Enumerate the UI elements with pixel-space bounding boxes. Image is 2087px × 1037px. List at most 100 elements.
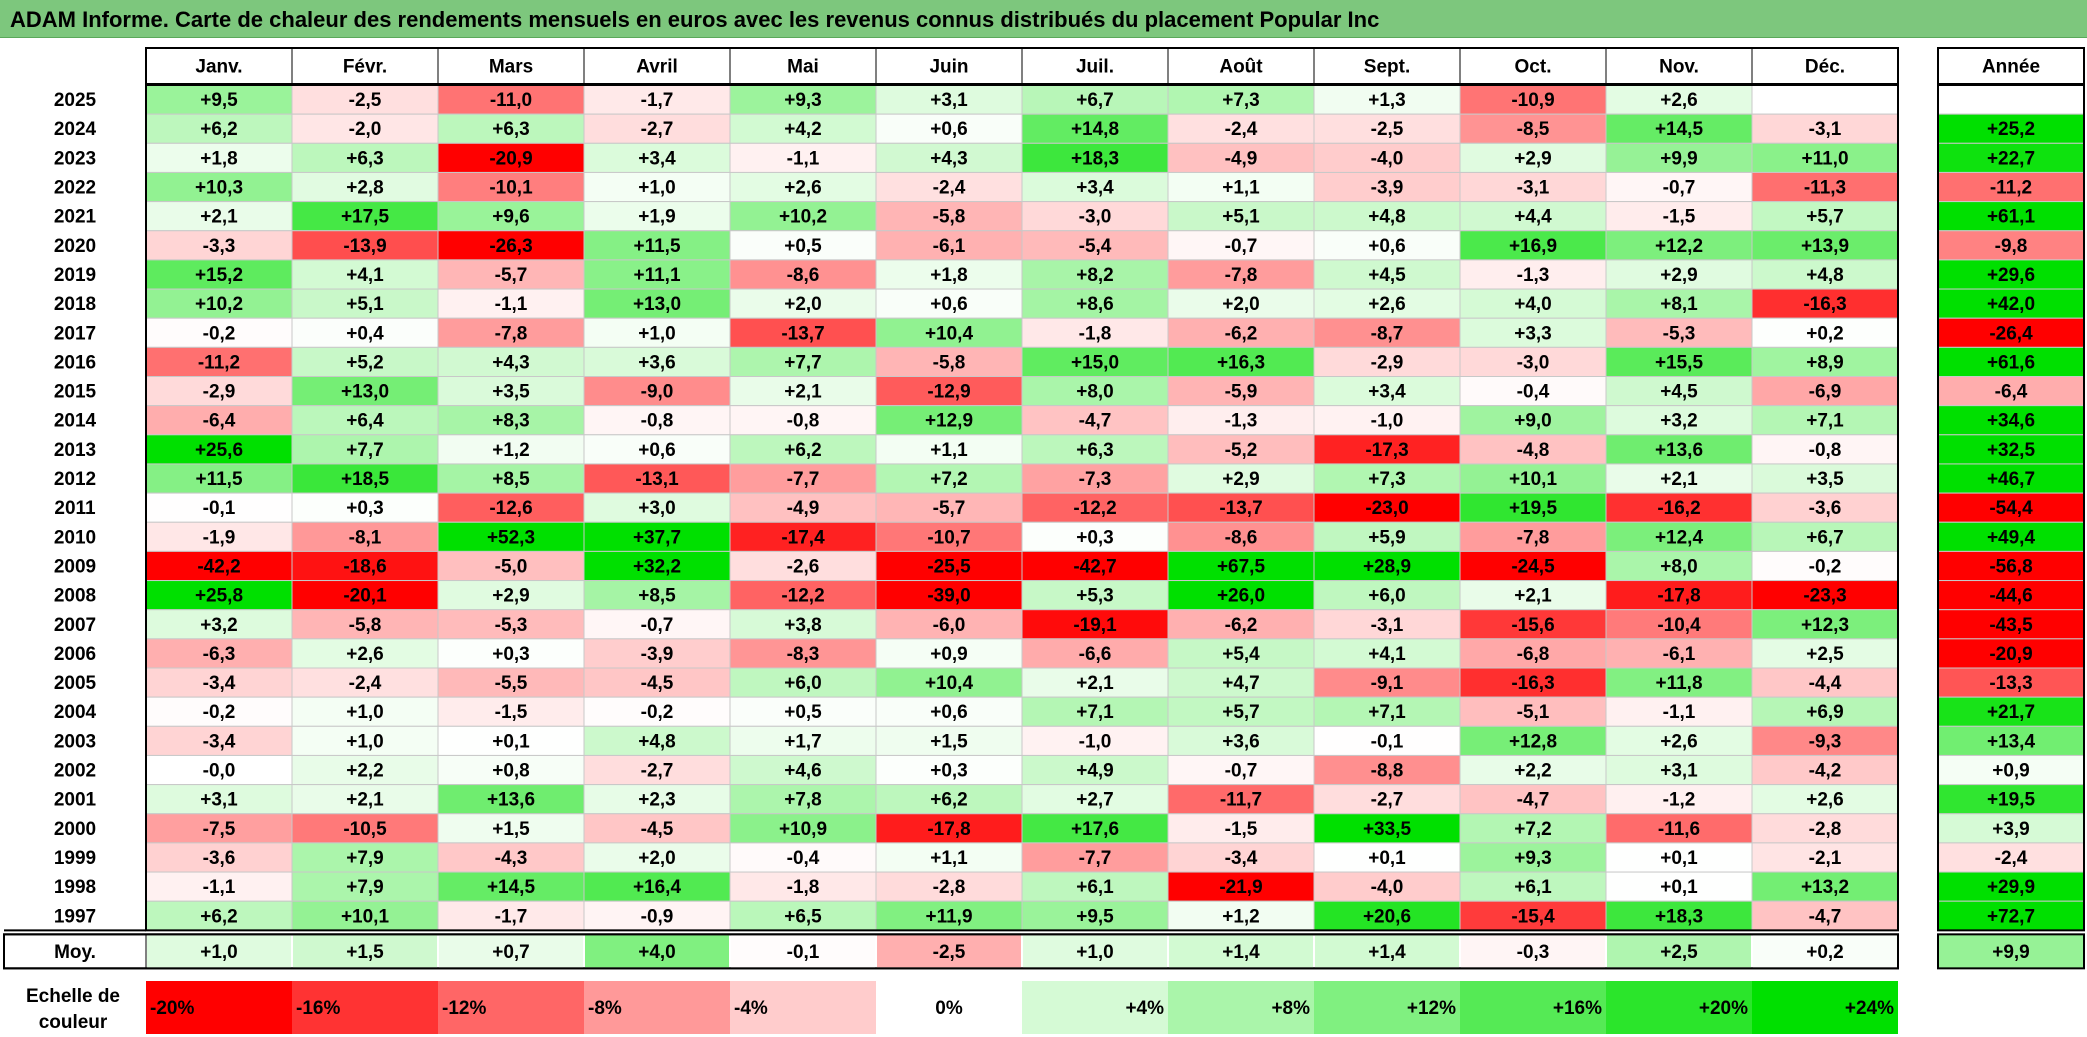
annual-value: +0,9 xyxy=(1992,761,2030,782)
cell-value: +8,6 xyxy=(1076,294,1114,315)
cell-value: +6,2 xyxy=(200,119,238,140)
year-label: 2015 xyxy=(54,382,97,403)
heatmap-cell xyxy=(291,754,439,786)
cell-value: -16,2 xyxy=(1657,498,1700,519)
cell-value: -12,2 xyxy=(781,586,824,607)
year-label: 2019 xyxy=(54,265,96,286)
year-label: 2021 xyxy=(54,207,97,228)
cell-value: +3,5 xyxy=(1806,469,1844,490)
cell-value: -5,5 xyxy=(495,673,528,694)
cell-value: +18,3 xyxy=(1655,906,1703,927)
cell-value: +13,2 xyxy=(1801,877,1849,898)
cell-value: -1,5 xyxy=(1663,207,1696,228)
cell-value: -13,7 xyxy=(1219,498,1262,519)
cell-value: +2,9 xyxy=(1660,265,1698,286)
cell-value: -9,3 xyxy=(1809,731,1842,752)
annual-value: +22,7 xyxy=(1987,148,2035,169)
cell-value: -12,2 xyxy=(1073,498,1116,519)
heatmap-cell xyxy=(583,113,731,144)
heatmap-cell xyxy=(583,230,731,261)
cell-value: +6,2 xyxy=(784,440,822,461)
color-scale-stop: -20% xyxy=(150,998,194,1019)
heatmap-cell xyxy=(291,113,439,144)
heatmap-cell xyxy=(1751,521,1899,552)
heatmap-cell xyxy=(437,201,585,232)
cell-value: -2,0 xyxy=(349,119,382,140)
cell-value: +13,0 xyxy=(633,294,681,315)
cell-value: -6,3 xyxy=(203,644,236,665)
cell-value: +1,8 xyxy=(200,148,238,169)
color-scale-swatch xyxy=(584,981,730,1034)
heatmap-cell xyxy=(1605,317,1753,348)
cell-value: +3,2 xyxy=(1660,411,1698,432)
cell-value: -5,1 xyxy=(1517,702,1550,723)
cell-value: -0,2 xyxy=(1809,556,1842,577)
cell-value: +8,1 xyxy=(1660,294,1698,315)
heatmap-cell xyxy=(291,492,439,523)
cell-value: -10,5 xyxy=(343,819,387,840)
year-label: 2025 xyxy=(54,90,97,111)
cell-value: +4,2 xyxy=(784,119,822,140)
heatmap-cell xyxy=(291,434,439,465)
heatmap-cell xyxy=(875,813,1023,844)
cell-value: +0,3 xyxy=(1076,527,1114,548)
heatmap-cell xyxy=(1313,609,1461,640)
heatmap-cell xyxy=(291,346,439,378)
heatmap-cell xyxy=(1605,784,1753,815)
heatmap-cell xyxy=(437,405,585,436)
heatmap-cell xyxy=(729,346,877,378)
cell-value: -8,8 xyxy=(1371,761,1404,782)
cell-value: +0,4 xyxy=(346,323,384,344)
cell-value: -5,8 xyxy=(933,352,966,373)
annual-cell xyxy=(1937,784,2085,815)
annual-value: -11,2 xyxy=(1990,178,2032,199)
annual-value: -44,6 xyxy=(1989,586,2032,607)
cell-value: -10,9 xyxy=(1511,90,1554,111)
heatmap-cell xyxy=(1021,842,1169,873)
cell-value: +13,9 xyxy=(1801,236,1849,257)
cell-value: -20,1 xyxy=(343,586,387,607)
average-value: +2,5 xyxy=(1660,942,1698,963)
heatmap-cell xyxy=(1021,259,1169,290)
cell-value: -17,3 xyxy=(1365,440,1408,461)
month-header: Déc. xyxy=(1805,57,1845,78)
cell-value: +7,1 xyxy=(1806,411,1844,432)
cell-value: -15,6 xyxy=(1511,615,1554,636)
color-scale-swatch xyxy=(146,981,292,1034)
year-label: 1998 xyxy=(54,877,96,898)
heatmap-cell xyxy=(1751,113,1899,144)
cell-value: +18,3 xyxy=(1071,148,1119,169)
annual-value: +3,9 xyxy=(1992,819,2030,840)
cell-value: -1,0 xyxy=(1079,731,1112,752)
cell-value: +2,6 xyxy=(1368,294,1406,315)
year-label: 2010 xyxy=(54,527,96,548)
cell-value: -25,5 xyxy=(927,556,971,577)
month-header: Août xyxy=(1219,57,1263,78)
cell-value: -7,3 xyxy=(1079,469,1112,490)
month-header: Juin xyxy=(929,57,968,78)
heatmap-cell xyxy=(1605,696,1753,727)
cell-value: +12,2 xyxy=(1655,236,1703,257)
cell-value: +15,5 xyxy=(1655,352,1704,373)
heatmap-cell xyxy=(875,230,1023,261)
heatmap-cell xyxy=(1751,171,1899,203)
cell-value: -1,3 xyxy=(1517,265,1550,286)
heatmap-cell xyxy=(875,346,1023,378)
heatmap-cell xyxy=(875,259,1023,290)
heatmap-cell xyxy=(1167,171,1315,203)
cell-value: -1,9 xyxy=(203,527,236,548)
cell-value: +32,2 xyxy=(633,556,681,577)
annual-header-box xyxy=(1937,47,2085,85)
color-scale-stop: 0% xyxy=(935,998,963,1019)
cell-value: -13,9 xyxy=(343,236,386,257)
heatmap-cell xyxy=(291,288,439,319)
heatmap-cell xyxy=(1459,900,1607,931)
annual-value: -6,4 xyxy=(1995,382,2028,403)
color-scale-stop: +20% xyxy=(1699,998,1748,1019)
cell-value: +4,5 xyxy=(1660,382,1698,403)
cell-value: +6,2 xyxy=(930,790,968,811)
cell-value: +3,1 xyxy=(200,790,238,811)
cell-value: -0,7 xyxy=(641,615,674,636)
title-bar: ADAM Informe. Carte de chaleur des rende… xyxy=(0,0,2087,38)
heatmap-cell xyxy=(729,754,877,786)
